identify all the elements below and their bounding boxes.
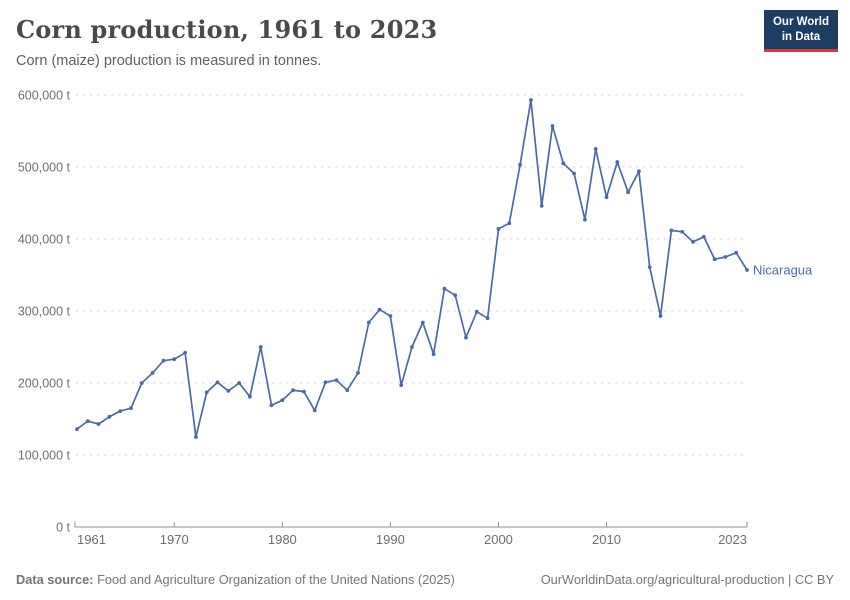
x-axis-tick-label: 2010 <box>592 532 621 547</box>
data-point[interactable] <box>75 427 79 431</box>
data-point[interactable] <box>334 378 339 382</box>
data-point[interactable] <box>312 408 317 413</box>
data-point[interactable] <box>680 229 685 234</box>
data-point[interactable] <box>237 381 242 385</box>
data-point[interactable] <box>658 314 663 318</box>
x-axis-tick-label: 2023 <box>718 532 747 547</box>
x-axis <box>74 521 748 528</box>
series-end-label[interactable]: Nicaragua <box>753 262 813 277</box>
y-axis-tick-label: 500,000 t <box>18 161 71 175</box>
data-point[interactable] <box>712 257 717 262</box>
data-point[interactable] <box>647 265 652 269</box>
data-point[interactable] <box>85 419 90 424</box>
data-point[interactable] <box>518 162 522 167</box>
data-point[interactable] <box>150 371 155 375</box>
data-point[interactable] <box>345 388 350 393</box>
data-point[interactable] <box>604 195 609 200</box>
data-point[interactable] <box>204 390 209 395</box>
data-point[interactable] <box>723 255 728 259</box>
data-point[interactable] <box>183 350 188 355</box>
data-point[interactable] <box>701 234 706 239</box>
data-point[interactable] <box>388 314 393 318</box>
y-axis-tick-label: 300,000 t <box>18 305 71 319</box>
data-point[interactable] <box>539 204 544 208</box>
y-axis-tick-label: 200,000 t <box>18 377 71 391</box>
data-point[interactable] <box>583 217 587 222</box>
data-point[interactable] <box>269 403 274 408</box>
data-point[interactable] <box>302 389 306 394</box>
data-point[interactable] <box>464 335 468 340</box>
data-point[interactable] <box>420 320 425 325</box>
data-point[interactable] <box>323 380 328 385</box>
series-nicaragua[interactable]: Nicaragua <box>75 98 813 439</box>
data-point[interactable] <box>626 190 630 195</box>
x-axis-tick-label: 1970 <box>160 532 189 547</box>
data-point[interactable] <box>226 389 231 393</box>
data-source-note: Data source: Food and Agriculture Organi… <box>16 572 455 587</box>
data-source-text: Food and Agriculture Organization of the… <box>93 572 455 587</box>
data-point[interactable] <box>442 286 447 291</box>
data-point[interactable] <box>507 221 512 226</box>
data-point[interactable] <box>485 316 490 321</box>
y-axis-tick-label: 400,000 t <box>18 233 71 247</box>
data-point[interactable] <box>745 268 749 272</box>
data-point[interactable] <box>431 352 436 357</box>
data-point[interactable] <box>496 227 501 231</box>
data-series-line[interactable] <box>76 99 748 438</box>
data-point[interactable] <box>453 293 458 298</box>
data-point[interactable] <box>669 228 674 233</box>
owid-logo[interactable]: Our World in Data <box>763 10 838 52</box>
data-point[interactable] <box>550 124 555 128</box>
data-point[interactable] <box>366 320 371 325</box>
data-point[interactable] <box>734 250 739 255</box>
data-point[interactable] <box>107 414 112 419</box>
data-point[interactable] <box>474 309 479 314</box>
page-title: Corn production, 1961 to 2023 <box>16 15 438 44</box>
data-point[interactable] <box>572 171 576 176</box>
x-axis-tick-label: 1990 <box>376 532 405 547</box>
data-point[interactable] <box>215 380 220 385</box>
owid-logo-line1: Our World <box>772 16 829 28</box>
data-point[interactable] <box>96 422 101 426</box>
y-axis-tick-label: 0 t <box>56 521 70 535</box>
data-point[interactable] <box>615 160 620 164</box>
data-source-label: Data source: <box>16 572 94 587</box>
data-point[interactable] <box>118 409 123 413</box>
chart-footer: Data source: Food and Agriculture Organi… <box>16 572 834 587</box>
y-axis-tick-label: 100,000 t <box>18 449 71 463</box>
data-point[interactable] <box>139 381 144 385</box>
data-point[interactable] <box>258 345 263 349</box>
data-point[interactable] <box>691 240 695 244</box>
data-point[interactable] <box>291 388 295 393</box>
owid-logo-line2: in Data <box>781 30 821 43</box>
x-axis-tick-label: 1980 <box>268 532 297 547</box>
chart-subtitle: Corn (maize) production is measured in t… <box>16 53 322 69</box>
data-point[interactable] <box>377 307 382 312</box>
data-point[interactable] <box>593 147 598 151</box>
data-point[interactable] <box>529 98 533 102</box>
data-point[interactable] <box>280 398 285 403</box>
data-point[interactable] <box>194 435 198 439</box>
data-point[interactable] <box>561 161 566 166</box>
data-point[interactable] <box>410 345 414 349</box>
data-point[interactable] <box>248 394 252 399</box>
data-point[interactable] <box>399 383 404 388</box>
data-point[interactable] <box>356 371 360 375</box>
owid-citation-link[interactable]: OurWorldinData.org/agricultural-producti… <box>540 572 834 587</box>
y-axis-tick-label: 600,000 t <box>18 89 71 103</box>
line-chart-canvas[interactable]: 0 t 100,000 t 200,000 t 300,000 t 400,000 t 5… <box>0 0 850 558</box>
data-point[interactable] <box>637 169 641 174</box>
data-point[interactable] <box>161 358 166 363</box>
data-point[interactable] <box>172 357 177 362</box>
x-axis-tick-label: 1961 <box>77 532 106 547</box>
data-point[interactable] <box>129 406 133 411</box>
x-axis-tick-label: 2000 <box>484 532 513 547</box>
